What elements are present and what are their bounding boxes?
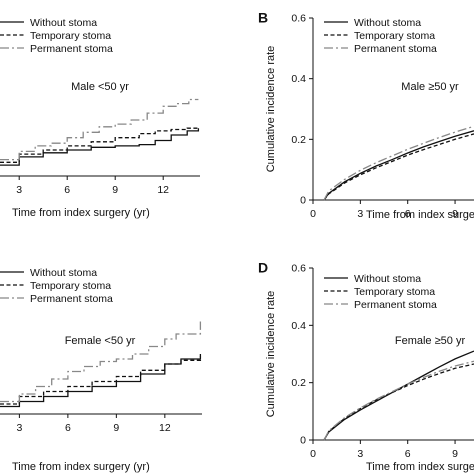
x-tick-label: 6: [405, 448, 411, 460]
series-line-permanent-stoma: [0, 98, 199, 161]
x-tick-label: 9: [452, 208, 458, 220]
panel-c: 3 6 9 12 Time from index surgery (yr) Female …: [0, 267, 202, 473]
legend-label: Permanent stoma: [354, 43, 437, 55]
x-tick-label: 6: [64, 184, 70, 196]
y-tick-label: 0.6: [291, 263, 306, 275]
x-tick-label: 9: [112, 184, 118, 196]
x-tick-label: 3: [16, 184, 22, 196]
x-tick-label: 0: [310, 208, 316, 220]
x-tick-label: 9: [452, 448, 458, 460]
series-line-without-stoma: [323, 350, 474, 441]
legend-label: Permanent stoma: [30, 43, 113, 55]
series-line-without-stoma: [323, 130, 474, 201]
legend-label: Temporary stoma: [354, 286, 435, 298]
series-line-permanent-stoma: [0, 321, 202, 403]
legend-label: Temporary stoma: [30, 30, 111, 42]
y-tick-label: 0.4: [291, 320, 306, 332]
panel-a: 3 6 9 12 Time from index surgery (yr) Male <5…: [0, 17, 200, 219]
panel-b: B 0 3 6 9 0 0.2 0.4 0.6 Time from index surgery Cu…: [258, 9, 474, 221]
x-tick-label: 0: [310, 448, 316, 460]
series-line-permanent-stoma: [323, 360, 474, 441]
panel-title: Male ≥50 yr: [401, 81, 459, 93]
panel-letter: D: [258, 259, 268, 275]
x-tick-label: 12: [159, 422, 171, 434]
series-line-temporary-stoma: [323, 363, 474, 441]
series-line-permanent-stoma: [323, 125, 474, 201]
legend-label: Permanent stoma: [354, 299, 437, 311]
x-tick-label: 6: [65, 422, 71, 434]
y-tick-label: 0: [300, 195, 306, 207]
y-tick-label: 0: [300, 435, 306, 447]
y-axis-label: Cumulative incidence rate: [265, 46, 277, 173]
series-line-temporary-stoma: [323, 133, 474, 201]
y-axis-label: Cumulative incidence rate: [265, 291, 277, 418]
x-axis-label: Time from index surgery (yr): [12, 207, 150, 219]
y-tick-label: 0.4: [291, 73, 306, 85]
legend-label: Without stoma: [30, 267, 97, 279]
panel-title: Female <50 yr: [65, 335, 136, 347]
y-tick-label: 0.2: [291, 134, 306, 146]
x-tick-label: 6: [405, 208, 411, 220]
x-axis-label: Time from index surgery: [366, 209, 474, 221]
panel-letter: B: [258, 9, 268, 25]
x-tick-label: 12: [157, 184, 169, 196]
series-line-temporary-stoma: [0, 356, 202, 405]
x-tick-label: 3: [16, 422, 22, 434]
legend-label: Temporary stoma: [354, 30, 435, 42]
x-tick-label: 3: [357, 448, 363, 460]
x-axis-label: Time from index surgery: [366, 461, 474, 473]
x-axis-label: Time from index surgery (yr): [12, 461, 150, 473]
y-tick-label: 0.2: [291, 377, 306, 389]
legend-label: Without stoma: [354, 273, 421, 285]
legend-label: Temporary stoma: [30, 280, 111, 292]
y-tick-label: 0.6: [291, 13, 306, 25]
x-tick-label: 9: [113, 422, 119, 434]
series-line-temporary-stoma: [0, 127, 199, 163]
panel-d: D 0 3 6 9 0 0.2 0.4 0.6 Time from index surgery Cu…: [258, 259, 474, 473]
panel-title: Male <50 yr: [71, 81, 129, 93]
legend-label: Permanent stoma: [30, 293, 113, 305]
legend-label: Without stoma: [30, 17, 97, 29]
series-line-without-stoma: [0, 128, 200, 166]
legend-label: Without stoma: [354, 17, 421, 29]
x-tick-label: 3: [357, 208, 363, 220]
panel-title: Female ≥50 yr: [395, 335, 466, 347]
